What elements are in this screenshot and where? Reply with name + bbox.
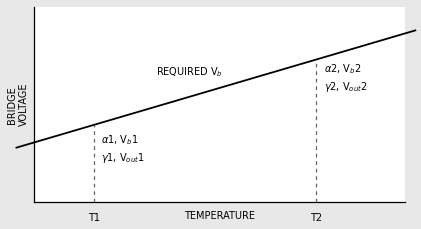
Text: $\gamma$2, V$_{out}$2: $\gamma$2, V$_{out}$2 [324,80,367,94]
Y-axis label: BRIDGE
VOLTAGE: BRIDGE VOLTAGE [7,83,29,126]
Text: REQUIRED V$_b$: REQUIRED V$_b$ [156,65,223,79]
Text: $\gamma$1, V$_{out}$1: $\gamma$1, V$_{out}$1 [101,151,145,165]
Text: T2: T2 [310,213,322,223]
X-axis label: TEMPERATURE: TEMPERATURE [184,211,255,221]
Text: T1: T1 [88,213,100,223]
Text: $\alpha$2, V$_b$2: $\alpha$2, V$_b$2 [324,62,361,76]
Text: $\alpha$1, V$_b$1: $\alpha$1, V$_b$1 [101,134,139,147]
